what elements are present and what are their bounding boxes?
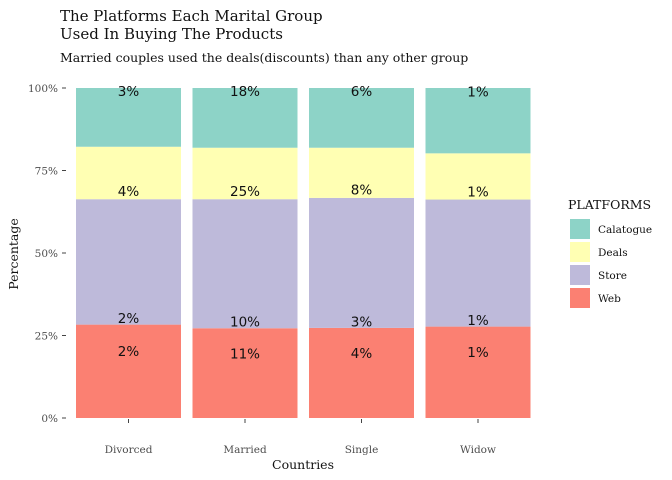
chart-title-line-2: Used In Buying The Products <box>60 25 283 43</box>
legend-swatch <box>570 219 590 239</box>
bar-segment <box>309 327 414 418</box>
data-label: 10% <box>230 315 260 331</box>
y-axis: 0% 25% 50% 75% 100% <box>28 83 66 425</box>
data-label: 6% <box>351 84 373 100</box>
bar-segment <box>425 153 531 200</box>
x-tick-label: Single <box>345 444 379 456</box>
bar-segment <box>76 199 181 325</box>
bar-segment <box>192 328 298 418</box>
legend-item-label: Store <box>598 270 627 282</box>
y-axis-title: Percentage <box>6 218 21 290</box>
bar-segment <box>192 147 298 200</box>
data-labels: 2% 2% 4% 3% 11% 10% 25% 18% 4% 3% 8% 6% 1% 1% 1% 1% <box>118 84 489 362</box>
data-label: 1% <box>467 84 489 100</box>
data-label: 4% <box>351 346 373 362</box>
y-tick-label: 0% <box>41 413 58 425</box>
legend-swatch <box>570 288 590 308</box>
legend: Calatogue Deals Store Web <box>570 219 652 308</box>
x-tick-label: Widow <box>460 444 496 456</box>
data-label: 8% <box>351 183 373 199</box>
y-tick-label: 25% <box>35 331 58 343</box>
y-tick-label: 50% <box>35 248 58 260</box>
legend-swatch <box>570 265 590 285</box>
data-label: 2% <box>118 311 140 327</box>
bar-segment <box>309 147 414 198</box>
legend-item-label: Calatogue <box>598 224 652 236</box>
data-label: 1% <box>467 313 489 329</box>
legend-title: PLATFORMS <box>568 197 651 212</box>
data-label: 3% <box>351 314 373 330</box>
data-label: 3% <box>118 84 140 100</box>
data-label: 11% <box>230 346 260 362</box>
bar-segment <box>76 146 181 200</box>
x-axis: Divorced Married Single Widow <box>105 419 496 456</box>
bar-segment <box>425 199 531 327</box>
data-label: 1% <box>467 345 489 361</box>
legend-item-label: Deals <box>598 247 628 259</box>
bar-segment <box>425 326 531 418</box>
y-tick-label: 100% <box>28 83 58 95</box>
legend-swatch <box>570 242 590 262</box>
y-tick-label: 75% <box>35 166 58 178</box>
x-tick-label: Divorced <box>105 444 153 456</box>
chart-subtitle: Married couples used the deals(discounts… <box>60 50 468 65</box>
data-label: 18% <box>230 84 260 100</box>
bar-segment <box>76 88 181 147</box>
bar-segment <box>425 88 531 154</box>
bar-segment <box>192 88 298 148</box>
data-label: 25% <box>230 184 260 200</box>
data-label: 4% <box>118 184 140 200</box>
data-label: 2% <box>118 344 140 360</box>
bar-segment <box>309 88 414 148</box>
chart-title-line-1: The Platforms Each Marital Group <box>60 7 323 25</box>
bar-segment <box>192 199 298 329</box>
x-axis-title: Countries <box>272 457 334 472</box>
data-label: 1% <box>467 184 489 200</box>
bar-segment <box>76 324 181 418</box>
legend-item-label: Web <box>598 293 621 305</box>
bar-segment <box>309 197 414 328</box>
bars <box>76 88 531 418</box>
x-tick-label: Married <box>223 444 267 456</box>
